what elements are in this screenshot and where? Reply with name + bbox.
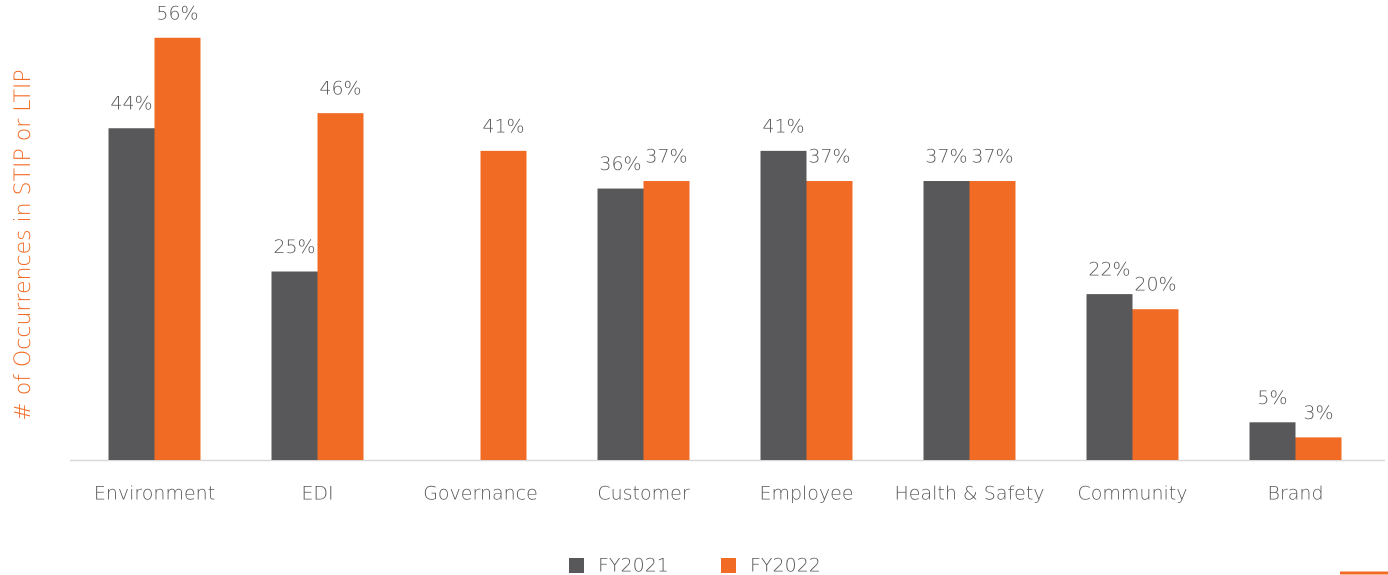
x-tick-label: Health & Safety (894, 483, 1044, 505)
x-tick-label: EDI (301, 483, 333, 505)
bar (271, 271, 318, 460)
data-label: 41% (482, 115, 524, 137)
bar (923, 181, 970, 460)
bar (317, 113, 364, 460)
data-label: 25% (273, 236, 315, 258)
legend-swatch (569, 558, 584, 573)
bar (969, 181, 1016, 460)
data-label: 37% (971, 146, 1013, 168)
data-label: 3% (1303, 402, 1333, 424)
bar (760, 150, 807, 461)
data-label: 37% (645, 146, 687, 168)
data-label: 44% (110, 93, 152, 115)
data-label: 37% (925, 146, 967, 168)
x-tick-label: Environment (94, 483, 215, 505)
data-label: 5% (1257, 387, 1287, 409)
bar (1086, 294, 1133, 460)
data-label: 22% (1088, 259, 1130, 281)
legend-label: FY2021 (598, 555, 669, 575)
x-tick-label: Employee (759, 483, 853, 505)
bar (1132, 309, 1179, 460)
bar (806, 181, 853, 460)
data-label: 37% (808, 146, 850, 168)
x-tick-label: Customer (597, 483, 689, 505)
legend-swatch (721, 558, 736, 573)
bar (597, 188, 644, 460)
x-tick-label: Community (1078, 483, 1188, 505)
x-tick-label: Governance (423, 483, 538, 505)
bar (108, 128, 155, 461)
data-label: 56% (156, 2, 198, 24)
bar (154, 37, 201, 460)
data-label: 46% (319, 78, 361, 100)
legend-label: FY2022 (750, 555, 821, 575)
data-label: 20% (1134, 274, 1176, 296)
bar (643, 181, 690, 460)
bar (480, 150, 527, 461)
data-label: 41% (762, 115, 804, 137)
x-tick-label: Brand (1268, 483, 1324, 505)
bar (1249, 422, 1296, 460)
bar (1295, 437, 1342, 460)
y-axis-label: # of Occurrences in STIP or LTIP (11, 69, 36, 420)
data-label: 36% (599, 153, 641, 175)
